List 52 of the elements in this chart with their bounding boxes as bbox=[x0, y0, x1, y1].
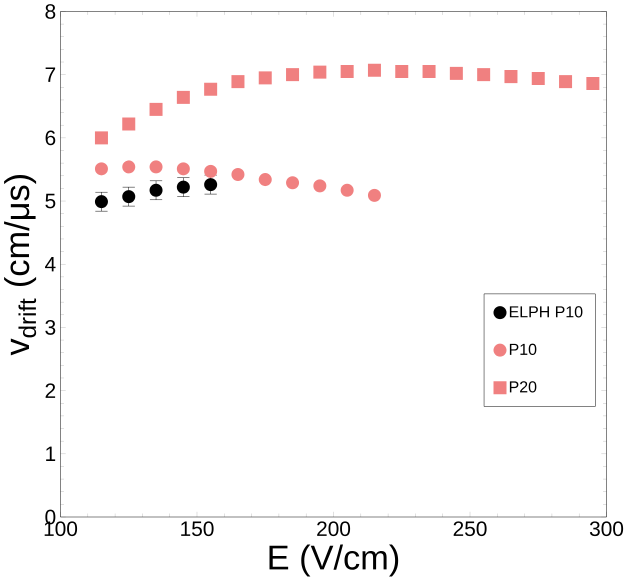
point bbox=[422, 65, 436, 78]
point bbox=[122, 118, 136, 131]
point bbox=[150, 103, 163, 116]
y-tick-label: 1 bbox=[46, 446, 56, 462]
y-axis-title: v$_{drift}$ (cm/μs) bbox=[4, 175, 36, 356]
point bbox=[176, 180, 190, 194]
point bbox=[340, 184, 354, 197]
point bbox=[94, 195, 108, 208]
point bbox=[176, 162, 190, 176]
point bbox=[94, 132, 108, 145]
y-tick-label: 2 bbox=[46, 384, 56, 398]
legend-label: ELPH P10 bbox=[510, 306, 582, 318]
point bbox=[150, 160, 163, 174]
point bbox=[204, 178, 218, 192]
point bbox=[231, 168, 244, 182]
y-tick-label: 6 bbox=[46, 130, 56, 146]
legend-label: P20 bbox=[510, 381, 536, 393]
legend-label: P10 bbox=[510, 344, 536, 356]
point bbox=[504, 70, 518, 84]
point bbox=[150, 184, 163, 197]
point bbox=[122, 160, 136, 174]
point bbox=[477, 68, 490, 82]
point bbox=[313, 66, 326, 79]
x-axis-title: E (V/cm) bbox=[270, 544, 398, 577]
y-tick-label: 4 bbox=[45, 257, 56, 272]
point bbox=[395, 65, 408, 78]
point bbox=[94, 162, 108, 176]
point bbox=[122, 190, 136, 204]
y-tick-label: 3 bbox=[45, 320, 56, 336]
point bbox=[204, 82, 218, 96]
point bbox=[368, 189, 381, 202]
point bbox=[286, 176, 300, 190]
point bbox=[340, 65, 354, 78]
point bbox=[450, 67, 463, 80]
point bbox=[176, 91, 190, 104]
point bbox=[313, 180, 326, 193]
x-tick-label: 150 bbox=[181, 522, 214, 536]
point bbox=[286, 68, 300, 82]
point bbox=[258, 72, 272, 85]
y-tick-label: 8 bbox=[45, 4, 56, 20]
x-tick-label: 200 bbox=[317, 522, 350, 536]
x-tick-label: 250 bbox=[454, 522, 487, 536]
point bbox=[559, 75, 572, 88]
y-tick-label: 7 bbox=[46, 68, 56, 82]
y-tick-label: 5 bbox=[45, 194, 56, 209]
point bbox=[586, 77, 600, 90]
point bbox=[532, 72, 545, 86]
point bbox=[204, 165, 218, 178]
point bbox=[231, 75, 244, 88]
point bbox=[368, 64, 381, 77]
x-tick-label: 300 bbox=[590, 522, 624, 536]
point bbox=[258, 173, 272, 186]
